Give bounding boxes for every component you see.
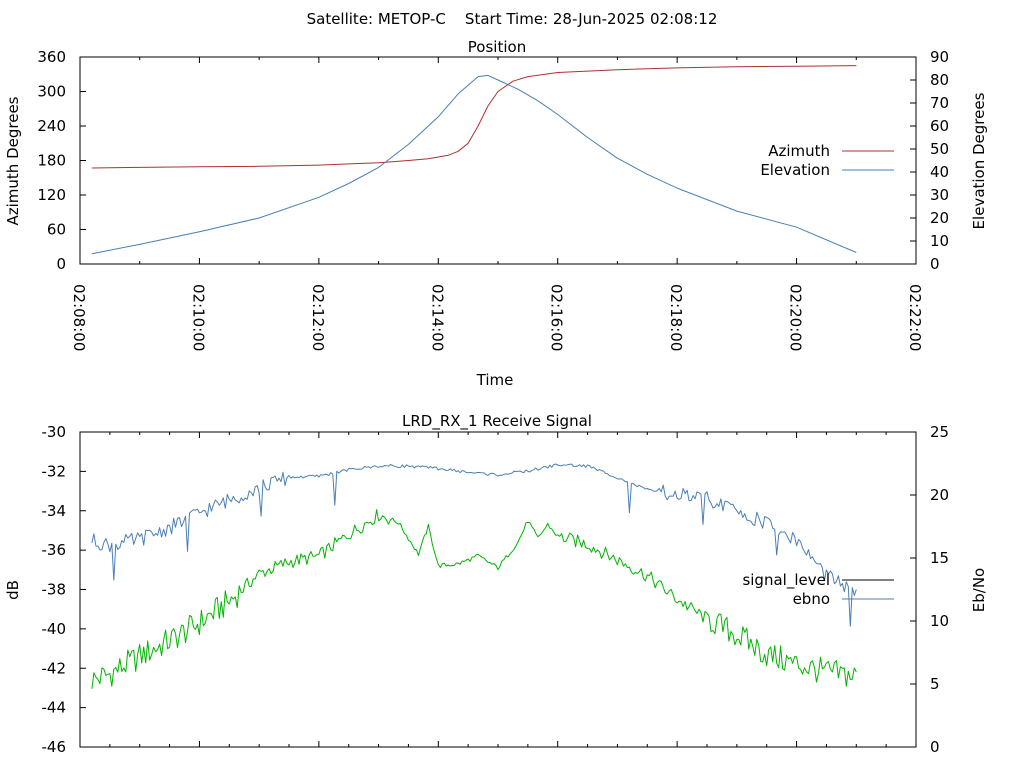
time-tick-label: 02:20:00: [787, 284, 805, 351]
db-tick-label: -36: [42, 541, 67, 559]
elevation-tick-label: 90: [930, 48, 949, 66]
db-axis-label: dB: [4, 580, 22, 600]
elevation-axis-label: Elevation Degrees: [970, 92, 988, 229]
db-tick-label: -40: [42, 620, 67, 638]
legend-label-ebno: ebno: [793, 590, 830, 608]
time-tick-label: 02:18:00: [667, 284, 685, 351]
elevation-tick-label: 40: [930, 163, 949, 181]
azimuth-tick-label: 300: [37, 83, 66, 101]
elevation-tick-label: 10: [930, 232, 949, 250]
db-tick-label: -44: [42, 699, 67, 717]
azimuth-tick-label: 360: [37, 48, 66, 66]
azimuth-tick-label: 60: [47, 221, 66, 239]
azimuth-tick-label: 180: [37, 152, 66, 170]
azimuth-tick-label: 120: [37, 186, 66, 204]
time-tick-label: 02:08:00: [70, 284, 88, 351]
ebno-tick-label: 10: [930, 612, 949, 630]
ebno-line: [91, 463, 857, 627]
db-tick-label: -42: [42, 659, 67, 677]
receive-signal-chart-title: LRD_RX_1 Receive Signal: [402, 412, 592, 431]
time-tick-label: 02:22:00: [906, 284, 924, 351]
receive-signal-chart: LRD_RX_1 Receive Signal -46 -44 -42 -40 -38 -…: [4, 412, 988, 756]
azimuth-line: [91, 65, 857, 169]
elevation-tick-label: 70: [930, 94, 949, 112]
ebno-tick-label: 20: [930, 486, 949, 504]
ebno-axis-label: Eb/No: [970, 568, 988, 612]
elevation-tick-label: 0: [930, 255, 940, 273]
ebno-tick-label: 15: [930, 549, 949, 567]
db-tick-label: -34: [42, 502, 67, 520]
db-tick-label: -30: [42, 423, 67, 441]
time-tick-label: 02:14:00: [428, 284, 446, 351]
position-chart-title: Position: [468, 38, 526, 56]
azimuth-tick-label: 240: [37, 117, 66, 135]
db-tick-label: -38: [42, 581, 67, 599]
elevation-tick-label: 20: [930, 209, 949, 227]
time-tick-label: 02:16:00: [548, 284, 566, 351]
time-axis-label: Time: [476, 371, 514, 389]
elevation-tick-label: 30: [930, 186, 949, 204]
db-tick-label: -46: [42, 738, 67, 756]
elevation-tick-label: 80: [930, 71, 949, 89]
time-tick-label: 02:10:00: [189, 284, 207, 351]
legend-label-signal-level: signal_level: [742, 571, 830, 590]
elevation-tick-label: 60: [930, 117, 949, 135]
signal-level-line: [91, 509, 857, 689]
legend-label-elevation: Elevation: [760, 161, 830, 179]
ebno-tick-label: 0: [930, 738, 940, 756]
azimuth-axis-label: Azimuth Degrees: [4, 96, 22, 225]
signal-plot-frame: [79, 431, 917, 748]
ebno-tick-label: 25: [930, 423, 949, 441]
azimuth-tick-label: 0: [56, 255, 66, 273]
legend-label-azimuth: Azimuth: [768, 142, 830, 160]
position-chart: Position 0 60 120 180 240 300 360 0 10 20 30 40 50 60…: [4, 38, 988, 389]
ebno-tick-label: 5: [930, 675, 940, 693]
elevation-tick-label: 50: [930, 140, 949, 158]
header-text: Satellite: METOP-C Start Time: 28-Jun-20…: [307, 10, 718, 28]
time-tick-label: 02:12:00: [309, 284, 327, 351]
elevation-line: [91, 74, 857, 255]
db-tick-label: -32: [42, 462, 67, 480]
